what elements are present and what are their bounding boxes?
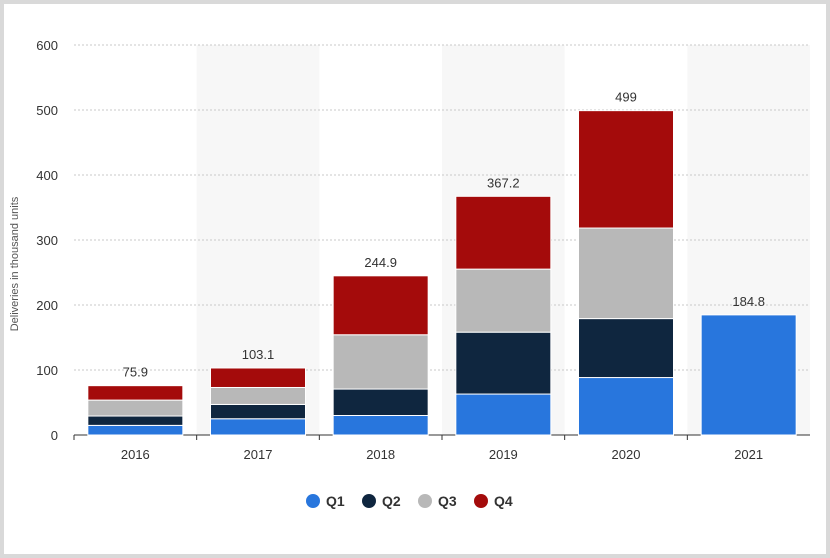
- bar-2018-Q3: [332, 334, 429, 390]
- bar-2020-Q4: [578, 110, 674, 229]
- x-tick-label-2019: 2019: [489, 447, 518, 462]
- total-label-2017: 103.1: [242, 347, 275, 362]
- bar-2018-Q4: [332, 275, 429, 336]
- legend-marker-Q1: [306, 494, 320, 508]
- bar-2018-Q1: [332, 415, 429, 436]
- y-tick-label-500: 500: [36, 103, 58, 118]
- bar-2017-Q2: [210, 403, 306, 420]
- legend-label-Q3: Q3: [438, 493, 457, 509]
- bars: [87, 110, 797, 436]
- y-tick-label-300: 300: [36, 233, 58, 248]
- bar-2017-Q1: [210, 418, 306, 436]
- bar-2016-Q3: [87, 399, 184, 417]
- y-tick-label-200: 200: [36, 298, 58, 313]
- bar-2016-Q1: [87, 424, 184, 436]
- bar-2020-Q3: [578, 227, 674, 320]
- bar-2016-Q2: [87, 415, 184, 426]
- x-tick-label-2020: 2020: [612, 447, 641, 462]
- legend-marker-Q2: [362, 494, 376, 508]
- total-label-2018: 244.9: [364, 255, 397, 270]
- bar-2021-Q1: [700, 314, 797, 436]
- bar-2019-Q3: [455, 268, 552, 333]
- x-tick-label-2021: 2021: [734, 447, 763, 462]
- bar-2020-Q2: [578, 318, 674, 379]
- stacked-bar-chart: 0 100 200 300 400 500 600 75.9 103.1 244.9 367.2 4…: [9, 38, 810, 509]
- y-tick-label-100: 100: [36, 363, 58, 378]
- legend: Q1 Q2 Q3 Q4: [306, 493, 513, 509]
- bar-2017-Q4: [210, 367, 306, 388]
- total-label-2020: 499: [615, 90, 637, 105]
- legend-label-Q1: Q1: [326, 493, 345, 509]
- chart-frame: 0 100 200 300 400 500 600 75.9 103.1 244.9 367.2 4…: [4, 4, 826, 554]
- y-tick-label-0: 0: [51, 428, 58, 443]
- x-axis-ticks: 2016 2017 2018 2019 2020 2021: [73, 435, 763, 462]
- y-axis-title: Deliveries in thousand units: [9, 196, 21, 331]
- bar-2020-Q1: [578, 377, 674, 436]
- y-axis-ticks: 0 100 200 300 400 500 600: [36, 38, 58, 443]
- legend-marker-Q4: [474, 494, 488, 508]
- bar-2018-Q2: [332, 388, 429, 417]
- legend-marker-Q3: [418, 494, 432, 508]
- bar-2019-Q4: [455, 195, 552, 270]
- bar-2019-Q1: [455, 393, 552, 436]
- y-tick-label-400: 400: [36, 168, 58, 183]
- x-tick-label-2016: 2016: [121, 447, 150, 462]
- total-label-2019: 367.2: [487, 175, 520, 190]
- bar-2017-Q3: [210, 386, 306, 405]
- total-label-2021: 184.8: [732, 294, 765, 309]
- y-tick-label-600: 600: [36, 38, 58, 53]
- total-labels: 75.9 103.1 244.9 367.2 499 184.8: [123, 90, 765, 380]
- x-tick-label-2018: 2018: [366, 447, 395, 462]
- x-tick-label-2017: 2017: [244, 447, 273, 462]
- legend-label-Q2: Q2: [382, 493, 401, 509]
- bar-2016-Q4: [87, 385, 184, 401]
- total-label-2016: 75.9: [123, 365, 148, 380]
- bar-2019-Q2: [455, 331, 552, 395]
- legend-label-Q4: Q4: [494, 493, 513, 509]
